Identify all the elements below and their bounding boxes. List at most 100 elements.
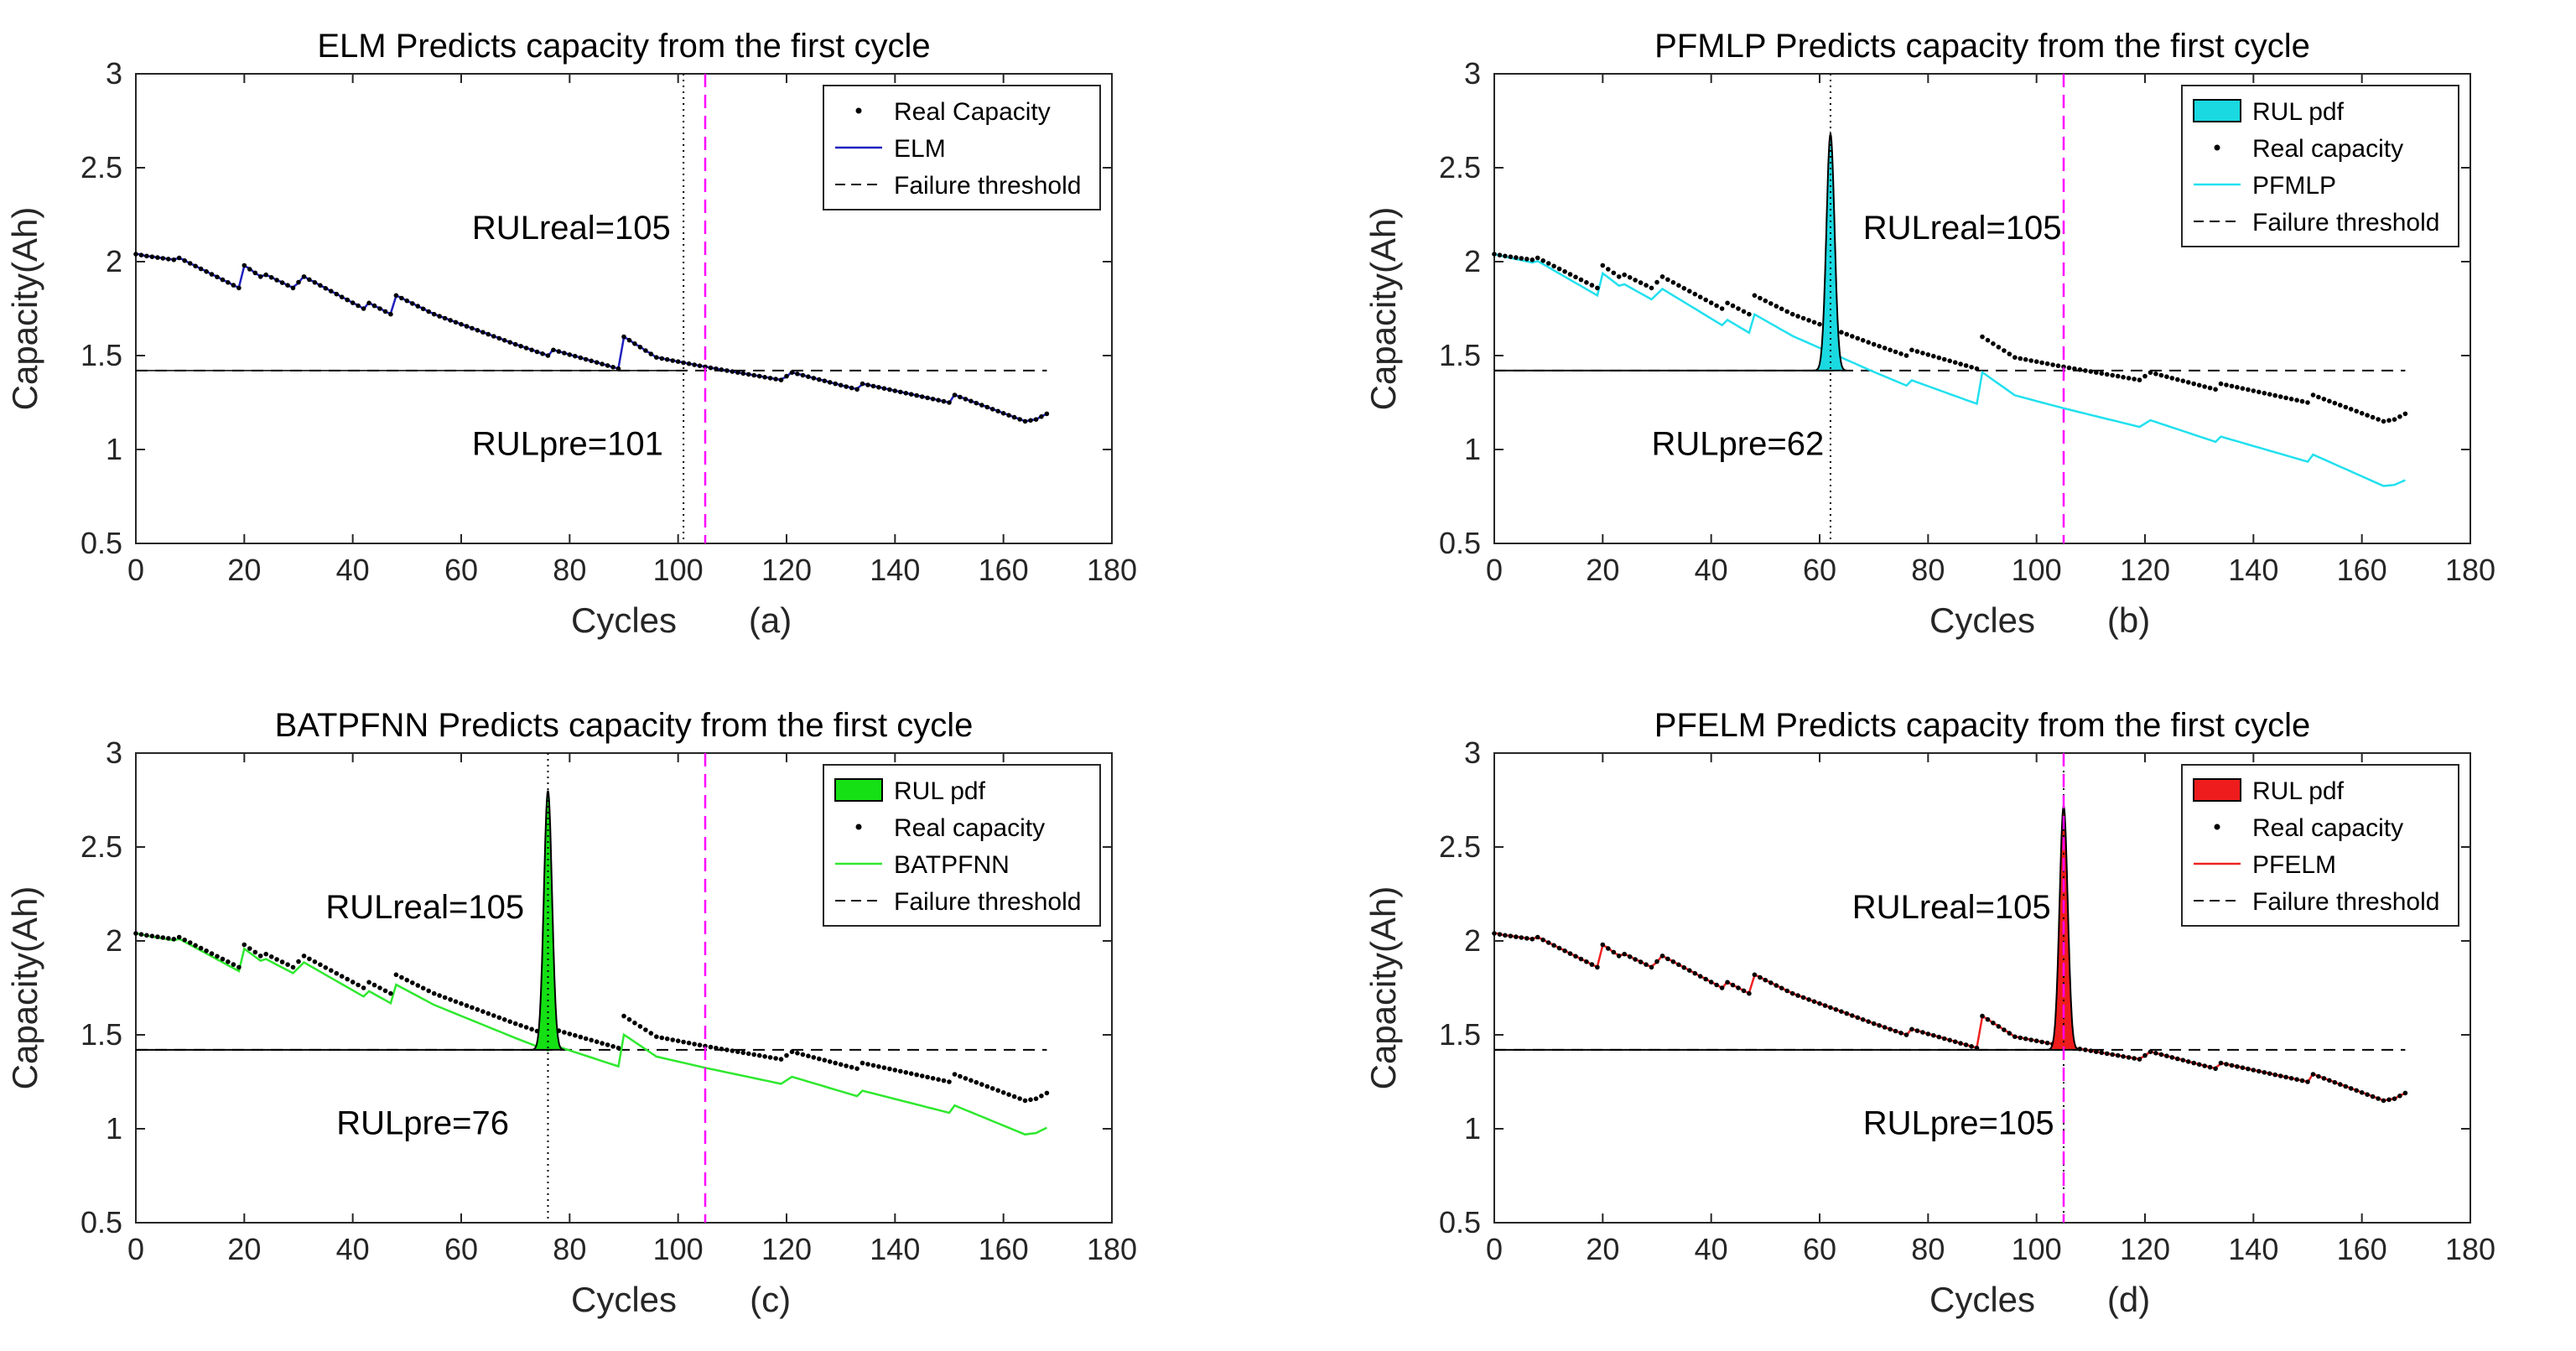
real-capacity-point xyxy=(198,266,204,272)
x-tick-label: 160 xyxy=(979,553,1029,587)
real-capacity-point xyxy=(817,377,822,382)
real-capacity-point xyxy=(356,303,361,309)
y-tick-label: 2 xyxy=(1464,244,1481,278)
real-capacity-point xyxy=(1758,295,1763,301)
real-capacity-point xyxy=(144,933,149,938)
real-capacity-point xyxy=(1882,1025,1888,1030)
real-capacity-point xyxy=(1600,262,1606,268)
y-tick-label: 2 xyxy=(106,923,122,958)
real-capacity-point xyxy=(366,979,371,985)
real-capacity-point xyxy=(2185,1059,2191,1064)
real-capacity-point xyxy=(252,949,258,955)
real-capacity-point xyxy=(697,363,703,369)
real-capacity-point xyxy=(2332,400,2338,406)
real-capacity-point xyxy=(670,1037,675,1042)
real-capacity-point xyxy=(1779,985,1784,991)
real-capacity-point xyxy=(675,1038,681,1043)
real-capacity-point xyxy=(2316,1073,2321,1079)
x-tick-label: 160 xyxy=(979,1232,1029,1266)
real-capacity-point xyxy=(892,388,898,393)
real-capacity-point xyxy=(1758,974,1763,980)
real-capacity-point xyxy=(507,340,512,346)
y-tick-label: 2.5 xyxy=(1439,829,1481,864)
chart-panel-2: 0 20 40 60 80 100 120 140 160 180 0.5 1 1.5 2 2.5 3 PFML… xyxy=(1363,28,2496,640)
chart-title: BATPFNN Predicts capacity from the first… xyxy=(275,707,974,744)
real-capacity-point xyxy=(226,959,231,964)
real-capacity-point xyxy=(675,359,681,365)
real-capacity-point xyxy=(1736,985,1741,990)
real-capacity-point xyxy=(583,356,589,362)
y-tick-label: 3 xyxy=(1464,56,1481,91)
real-capacity-point xyxy=(952,392,958,398)
x-tick-label: 120 xyxy=(2120,553,2170,587)
real-capacity-point xyxy=(448,318,453,323)
real-capacity-point xyxy=(501,338,507,343)
real-capacity-point xyxy=(393,293,399,299)
y-axis-label: Capacity(Ah) xyxy=(5,886,44,1090)
real-capacity-point xyxy=(410,301,415,306)
real-capacity-point xyxy=(1708,979,1714,985)
real-capacity-point xyxy=(1562,948,1567,953)
real-capacity-point xyxy=(989,407,995,412)
real-capacity-point xyxy=(1969,1044,1974,1049)
x-tick-label: 140 xyxy=(2228,553,2278,587)
real-capacity-point xyxy=(2294,398,2299,403)
real-capacity-point xyxy=(1947,358,1952,364)
real-capacity-point xyxy=(138,252,144,258)
real-capacity-point xyxy=(1806,318,1811,323)
real-capacity-point xyxy=(2104,372,2110,377)
real-capacity-point xyxy=(1952,1039,1958,1044)
real-capacity-point xyxy=(1855,1015,1861,1021)
real-capacity-point xyxy=(941,398,947,404)
real-capacity-point xyxy=(870,383,876,389)
real-capacity-point xyxy=(1039,414,1044,419)
real-capacity-point xyxy=(600,1041,605,1046)
real-capacity-point xyxy=(296,279,301,285)
panel-label: (c) xyxy=(750,1280,791,1319)
real-capacity-point xyxy=(371,982,377,988)
real-capacity-point xyxy=(149,254,155,260)
real-capacity-point xyxy=(724,368,730,373)
real-capacity-point xyxy=(285,962,290,967)
real-capacity-point xyxy=(1584,280,1589,285)
real-capacity-point xyxy=(1545,261,1551,266)
x-axis-label: Cycles xyxy=(1929,1280,2035,1319)
real-capacity-point xyxy=(377,306,382,311)
real-capacity-point xyxy=(811,376,817,381)
real-capacity-point xyxy=(242,262,247,268)
real-capacity-point xyxy=(480,1009,486,1014)
real-capacity-point xyxy=(1578,956,1584,962)
legend: RUL pdf Real capacity PFELM Failure thresho… xyxy=(2181,764,2459,927)
real-capacity-point xyxy=(2316,394,2321,400)
real-capacity-point xyxy=(936,1077,941,1082)
legend-label: Real capacity xyxy=(894,814,1045,842)
real-capacity-point xyxy=(1644,283,1649,288)
legend-swatch-rul-pdf xyxy=(2193,778,2241,802)
real-capacity-point xyxy=(345,976,351,982)
real-capacity-point xyxy=(1806,997,1811,1002)
real-capacity-point xyxy=(2175,377,2180,382)
real-capacity-point xyxy=(1616,274,1622,279)
real-capacity-point xyxy=(459,1000,464,1006)
x-tick-label: 180 xyxy=(2445,553,2496,587)
real-capacity-point xyxy=(1545,940,1551,945)
real-capacity-point xyxy=(133,252,138,257)
real-capacity-point xyxy=(594,360,600,366)
real-capacity-point xyxy=(496,1015,502,1021)
real-capacity-point xyxy=(312,280,318,285)
real-capacity-point xyxy=(947,1079,952,1084)
real-capacity-point xyxy=(1839,1009,1844,1014)
legend-swatch-real-capacity xyxy=(2214,144,2220,151)
real-capacity-point xyxy=(1741,309,1747,314)
real-capacity-point xyxy=(2039,360,2044,366)
real-capacity-point xyxy=(822,378,828,384)
real-capacity-point xyxy=(1519,256,1524,261)
real-capacity-point xyxy=(1000,1090,1006,1095)
real-capacity-point xyxy=(686,1040,692,1046)
real-capacity-point xyxy=(589,1037,594,1043)
real-capacity-point xyxy=(659,1035,665,1041)
real-capacity-point xyxy=(187,261,193,266)
real-capacity-point xyxy=(833,381,838,387)
real-capacity-point xyxy=(1589,962,1595,967)
real-capacity-point xyxy=(1606,946,1611,951)
